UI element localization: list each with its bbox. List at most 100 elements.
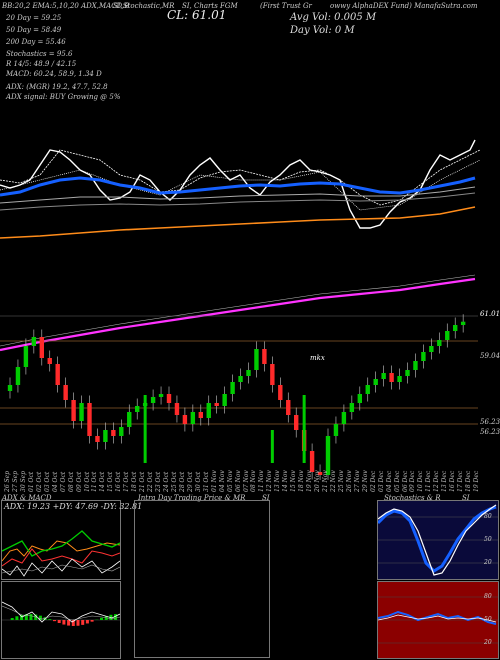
candle-down	[262, 349, 267, 364]
stochastic-value: Stochastics = 95.6	[6, 50, 73, 58]
date-label: 01 Oct	[27, 471, 35, 492]
stoch-si-label: SI	[462, 494, 470, 502]
candle-up	[119, 427, 124, 436]
adx-line	[2, 540, 120, 562]
date-label: 26 Sep	[4, 470, 11, 492]
macd-panel	[1, 581, 121, 659]
ema50-value: 50 Day = 58.49	[6, 26, 62, 34]
date-label: 11 Nov	[258, 470, 266, 492]
date-label: 14 Nov	[282, 470, 290, 492]
date-label: 14 Oct	[99, 471, 107, 492]
date-label: 10 Dec	[417, 470, 425, 492]
candle-up	[158, 394, 164, 397]
rsi-chart	[378, 596, 498, 644]
candle-up	[373, 379, 378, 385]
macd-value: MACD: 60.24, 58.9, 1.34 D	[6, 70, 102, 78]
bb-band-line	[0, 277, 476, 352]
candle-up	[365, 385, 370, 394]
fund-name: (First Trust Gr	[260, 2, 312, 10]
candle-up	[222, 394, 227, 406]
candle-down	[270, 364, 275, 385]
date-label: 09 Oct	[75, 471, 83, 492]
date-label: 19 Dec	[473, 470, 481, 492]
ema50-line-2	[0, 192, 476, 211]
date-label: 26 Nov	[345, 470, 353, 492]
candle-down	[95, 436, 100, 442]
bb-band-line-2	[0, 274, 476, 347]
candle-down	[389, 373, 394, 382]
macd-hist-bar	[15, 616, 19, 620]
candle-up	[79, 403, 84, 421]
date-label: 27 Sep	[11, 470, 19, 492]
macd-hist-bar	[57, 620, 61, 624]
candle-down	[174, 403, 180, 415]
date-label: 21 Nov	[322, 470, 329, 492]
date-label: 03 Dec	[377, 470, 385, 492]
rsi-line	[378, 610, 497, 625]
candle-down	[39, 337, 44, 358]
date-label: 08 Nov	[250, 470, 258, 492]
ema20-value: 20 Day = 59.25	[6, 14, 62, 22]
price-label-mid: 59.04	[480, 352, 500, 360]
candle-up	[397, 376, 402, 382]
candle-down	[71, 400, 76, 421]
date-label: 05 Nov	[226, 470, 234, 492]
date-label: 20 Nov	[314, 470, 322, 492]
candle-up	[238, 376, 243, 382]
candle-up	[190, 412, 196, 424]
date-label: 16 Dec	[449, 470, 457, 492]
macd-hist-bar	[38, 615, 42, 620]
candle-up	[421, 352, 426, 361]
intraday-panel	[134, 500, 270, 658]
date-label: 02 Dec	[369, 470, 377, 492]
adx-value: ADX: (MGR) 19.2, 47.7, 52.8	[6, 83, 108, 91]
date-label: 30 Sep	[19, 470, 27, 492]
date-label: 07 Nov	[242, 470, 250, 492]
adx-chart	[2, 530, 120, 577]
rsi-tick-80: 80	[484, 593, 492, 600]
candle-down	[182, 415, 188, 424]
adx-panel: ADX: 19.23 +DY: 47.69 -DY: 32.81	[1, 500, 142, 580]
ema5-line	[0, 159, 481, 211]
candle-up	[325, 436, 331, 475]
candle-up	[460, 321, 466, 325]
date-label: 12 Dec	[433, 470, 441, 492]
stoch-tick-20: 20	[484, 559, 492, 566]
date-label: 12 Nov	[266, 470, 274, 492]
day-volume: Day Vol: 0 M	[290, 25, 355, 36]
date-label: 06 Dec	[401, 470, 409, 492]
macd-sig-line	[2, 605, 120, 621]
date-label: 29 Nov	[361, 470, 369, 492]
macd-hist-bar	[10, 618, 14, 620]
date-label: 19 Nov	[306, 470, 314, 492]
fund-name-2: owwy AlphaDEX Fund) ManafaSutra.com	[330, 2, 478, 10]
macd-hist-bar	[71, 620, 75, 626]
candle-up	[103, 430, 108, 442]
macd-hist-bar	[20, 614, 24, 620]
price-label-top: 61.01	[480, 310, 500, 318]
r-stoch-value: R 14/5: 48.9 / 42.15	[6, 60, 77, 68]
date-label: 17 Oct	[123, 471, 131, 492]
candle-up	[15, 367, 21, 385]
volume-bar	[270, 430, 274, 463]
candle-up	[206, 403, 211, 418]
candle-down	[87, 403, 92, 436]
date-label: 15 Oct	[107, 471, 115, 492]
adx-panel-values: ADX: 19.23 +DY: 47.69 -DY: 32.81	[4, 502, 143, 511]
ema200-line	[0, 206, 476, 239]
candle-up	[135, 406, 140, 412]
candle-up	[349, 403, 355, 412]
date-label: 28 Oct	[178, 471, 186, 492]
volume-bar	[143, 395, 147, 463]
macd-signal-line	[2, 564, 120, 574]
candle-up	[453, 325, 458, 331]
macd-chart	[2, 601, 120, 626]
plus-di-line	[2, 530, 120, 557]
stoch-tick-50: 50	[484, 536, 492, 543]
date-label: 24 Oct	[163, 471, 170, 492]
macd-hist-bar	[53, 620, 56, 622]
candle-down	[317, 472, 323, 475]
rsi-tick-50: 50	[484, 616, 492, 623]
ema50-line	[0, 186, 476, 204]
chart-source: SI, Charts FGM	[182, 2, 238, 10]
